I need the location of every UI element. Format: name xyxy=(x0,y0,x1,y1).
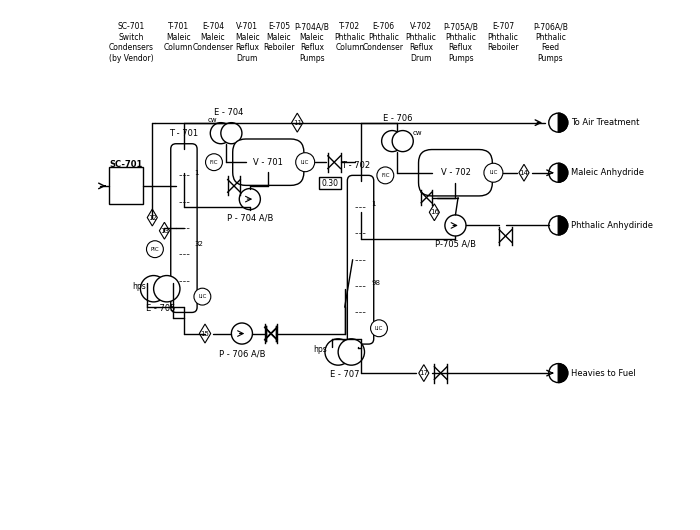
Text: Phthalic Anhydiride: Phthalic Anhydiride xyxy=(571,221,653,230)
Circle shape xyxy=(549,364,568,383)
Text: cw: cw xyxy=(208,117,218,123)
Circle shape xyxy=(232,323,253,344)
Text: E-705
Maleic
Reboiler: E-705 Maleic Reboiler xyxy=(263,22,295,52)
Circle shape xyxy=(220,122,242,144)
Text: P - 706 A/B: P - 706 A/B xyxy=(218,349,265,358)
Circle shape xyxy=(445,215,466,236)
Text: P-705 A/B: P-705 A/B xyxy=(435,240,476,249)
Text: 16: 16 xyxy=(430,209,439,215)
Circle shape xyxy=(549,163,568,182)
Text: P-704A/B
Maleic
Reflux
Pumps: P-704A/B Maleic Reflux Pumps xyxy=(295,22,330,63)
Bar xyxy=(319,178,340,189)
Text: hps: hps xyxy=(314,345,328,354)
Circle shape xyxy=(549,216,568,235)
Text: V-701
Maleic
Reflux
Drum: V-701 Maleic Reflux Drum xyxy=(235,22,260,63)
Text: 1: 1 xyxy=(195,170,199,176)
Text: FIC: FIC xyxy=(381,173,390,178)
FancyBboxPatch shape xyxy=(419,149,492,196)
Text: 11: 11 xyxy=(293,120,302,126)
Circle shape xyxy=(392,130,413,152)
Text: LIC: LIC xyxy=(489,170,498,175)
Wedge shape xyxy=(559,216,568,235)
Text: LIC: LIC xyxy=(301,160,309,165)
Text: SC-701
Switch
Condensers
(by Vendor): SC-701 Switch Condensers (by Vendor) xyxy=(108,22,154,63)
Text: T - 702: T - 702 xyxy=(341,161,370,170)
Text: Maleic Anhydride: Maleic Anhydride xyxy=(571,168,645,177)
Circle shape xyxy=(549,113,568,132)
Circle shape xyxy=(206,154,223,171)
Polygon shape xyxy=(147,209,158,226)
Text: E - 704: E - 704 xyxy=(214,108,244,117)
Text: 0.30: 0.30 xyxy=(321,179,339,188)
Circle shape xyxy=(239,189,260,210)
Text: 14: 14 xyxy=(519,170,528,176)
Text: LIC: LIC xyxy=(198,294,206,299)
Text: E-704
Maleic
Condenser: E-704 Maleic Condenser xyxy=(193,22,233,52)
Text: 32: 32 xyxy=(195,241,203,247)
Text: Heavies to Fuel: Heavies to Fuel xyxy=(571,368,636,377)
Circle shape xyxy=(484,163,503,182)
Text: P-705A/B
Phthalic
Reflux
Pumps: P-705A/B Phthalic Reflux Pumps xyxy=(443,22,478,63)
Wedge shape xyxy=(559,163,568,182)
Text: To Air Treatment: To Air Treatment xyxy=(571,118,640,127)
Circle shape xyxy=(382,130,402,152)
Circle shape xyxy=(338,339,365,365)
Bar xyxy=(108,167,143,205)
Text: V - 702: V - 702 xyxy=(440,168,470,177)
Text: T - 701: T - 701 xyxy=(169,129,199,138)
Text: PIC: PIC xyxy=(150,246,159,252)
Circle shape xyxy=(146,241,163,258)
Circle shape xyxy=(370,320,387,337)
Circle shape xyxy=(210,122,232,144)
Text: E - 706: E - 706 xyxy=(383,113,412,122)
Circle shape xyxy=(153,276,180,302)
Circle shape xyxy=(194,288,211,305)
Polygon shape xyxy=(160,222,169,239)
FancyBboxPatch shape xyxy=(347,175,374,344)
Circle shape xyxy=(377,167,394,184)
Text: hps: hps xyxy=(132,281,146,290)
FancyBboxPatch shape xyxy=(171,144,197,313)
Text: T-701
Maleic
Column: T-701 Maleic Column xyxy=(164,22,193,52)
Circle shape xyxy=(141,276,167,302)
Wedge shape xyxy=(559,113,568,132)
Text: V-702
Phthalic
Reflux
Drum: V-702 Phthalic Reflux Drum xyxy=(406,22,437,63)
Text: 1: 1 xyxy=(371,201,376,207)
Polygon shape xyxy=(419,365,429,382)
Text: 17: 17 xyxy=(419,370,428,376)
Text: T-702
Phthalic
Column: T-702 Phthalic Column xyxy=(335,22,365,52)
Text: SC-701: SC-701 xyxy=(109,161,143,169)
Text: cw: cw xyxy=(412,130,422,136)
Circle shape xyxy=(295,153,315,172)
Text: E-706
Phthalic
Condenser: E-706 Phthalic Condenser xyxy=(363,22,404,52)
Polygon shape xyxy=(429,204,440,220)
Text: 12: 12 xyxy=(148,215,157,220)
Polygon shape xyxy=(292,113,303,132)
Text: E - 705: E - 705 xyxy=(146,304,175,313)
Polygon shape xyxy=(199,324,211,343)
FancyBboxPatch shape xyxy=(232,139,304,186)
Text: 98: 98 xyxy=(371,280,380,286)
Text: E-707
Phthalic
Reboiler: E-707 Phthalic Reboiler xyxy=(487,22,519,52)
Circle shape xyxy=(325,339,351,365)
Text: 15: 15 xyxy=(201,331,209,337)
Text: P-706A/B
Phthalic
Feed
Pumps: P-706A/B Phthalic Feed Pumps xyxy=(533,22,568,63)
Text: P - 704 A/B: P - 704 A/B xyxy=(227,213,273,222)
Text: LIC: LIC xyxy=(374,326,383,331)
Text: V - 701: V - 701 xyxy=(253,158,284,167)
Text: FIC: FIC xyxy=(210,160,218,165)
Text: 13: 13 xyxy=(160,228,169,234)
Text: E - 707: E - 707 xyxy=(330,369,360,378)
Polygon shape xyxy=(519,164,529,181)
Wedge shape xyxy=(559,364,568,383)
